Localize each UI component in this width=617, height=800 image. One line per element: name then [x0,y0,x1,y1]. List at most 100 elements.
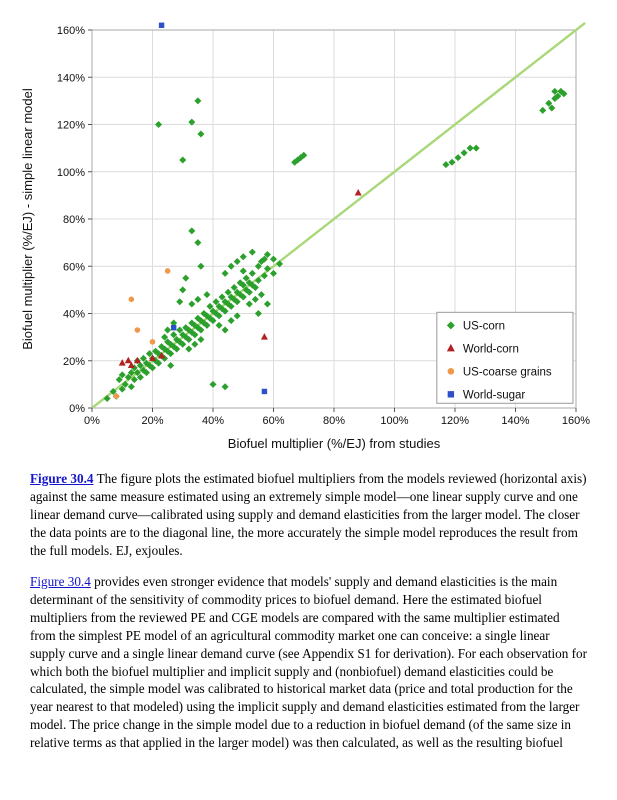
data-point [257,291,265,299]
data-point [554,92,562,100]
data-point [170,324,177,331]
data-point [215,312,223,320]
data-point [149,354,156,361]
data-point [113,393,119,399]
series-us-corn [103,87,568,403]
y-tick-label: 100% [57,167,85,179]
data-point [179,286,187,294]
data-point [136,373,144,381]
data-point [124,373,132,381]
figure-reference-link[interactable]: Figure 30.4 [30,573,91,589]
series-world-sugar [158,22,268,395]
data-point [221,383,229,391]
data-point [197,130,205,138]
data-point [539,106,547,114]
data-point [276,260,284,268]
data-point [251,284,259,292]
figure-caption: Figure 30.4 The figure plots the estimat… [30,470,587,560]
data-point [127,383,135,391]
data-point [261,388,268,395]
figure-chart-area: 0% 0% 20% 20% 40% 40% 60% 60% 80% 80% 100% 100% 120%… [20,21,590,451]
data-point [221,307,229,315]
data-point [133,356,141,364]
data-point [227,317,235,325]
data-point [300,151,308,159]
data-point [197,335,205,343]
data-point [121,380,129,388]
x-tick-label: 40% [202,415,224,427]
data-point [118,385,126,393]
data-point [239,293,247,301]
x-tick-label: 120% [441,415,469,427]
data-point [182,274,190,282]
data-point [551,87,559,95]
data-point [548,104,556,112]
data-point [134,327,141,333]
data-point [233,258,241,266]
data-point [460,149,468,157]
data-point [170,331,178,339]
body-paragraph: Figure 30.4 provides even stronger evide… [30,573,587,753]
tick-marks [88,29,577,412]
data-point [245,288,253,296]
data-point [263,250,271,258]
data-point [188,300,196,308]
data-point [127,369,135,377]
figure-caption-link[interactable]: Figure 30.4 [30,471,94,486]
data-point [103,395,111,403]
legend-label: US-corn [463,320,505,332]
data-point [164,268,171,274]
data-point [466,144,474,152]
data-point [176,298,184,306]
data-point [354,189,362,196]
data-point [248,248,256,256]
data-point [194,239,202,247]
y-tick-label: 140% [57,72,85,84]
data-point [194,97,202,105]
x-tick-label: 140% [501,415,529,427]
data-point [447,391,455,398]
x-tick-label: 80% [323,415,345,427]
data-point [173,345,181,353]
data-point [179,340,187,348]
series-us-coarse-grains [113,268,171,399]
data-point [447,368,455,375]
data-point [254,276,262,284]
x-tick-label: 60% [262,415,284,427]
data-point [188,118,196,126]
data-point [212,298,220,306]
data-point [270,269,277,277]
scatter-plot: 0%0% 20% 20% 40% 40% 60% 60% 80% 80% 100% 100% 120%… [20,21,590,451]
data-point [191,331,199,339]
data-point [176,326,184,334]
data-point [545,99,553,107]
data-point [239,281,247,289]
data-point [118,359,126,366]
data-point [188,227,196,235]
data-point [179,156,187,164]
data-point [446,321,455,330]
data-point [161,333,169,341]
x-tick-label: 20% [141,415,163,427]
series-world-corn [118,189,362,368]
data-point [448,158,456,166]
legend-label: US-coarse grains [463,366,552,378]
data-point [239,267,247,275]
data-point [197,262,205,270]
data-point [224,288,232,296]
data-point [248,269,256,277]
data-point [233,298,241,306]
data-point [218,293,226,301]
data-point [446,343,455,352]
data-point [221,326,229,334]
data-point [124,356,132,364]
data-point [260,333,268,340]
data-point [158,22,165,28]
body-paragraph-text: provides even stronger evidence that mod… [30,573,587,751]
data-point [263,265,271,273]
data-point [149,339,156,345]
x-tick-label: 0% [84,415,100,427]
legend-box [436,311,574,404]
figure-caption-text: The figure plots the estimated biofuel m… [30,471,587,558]
data-point [472,144,480,152]
